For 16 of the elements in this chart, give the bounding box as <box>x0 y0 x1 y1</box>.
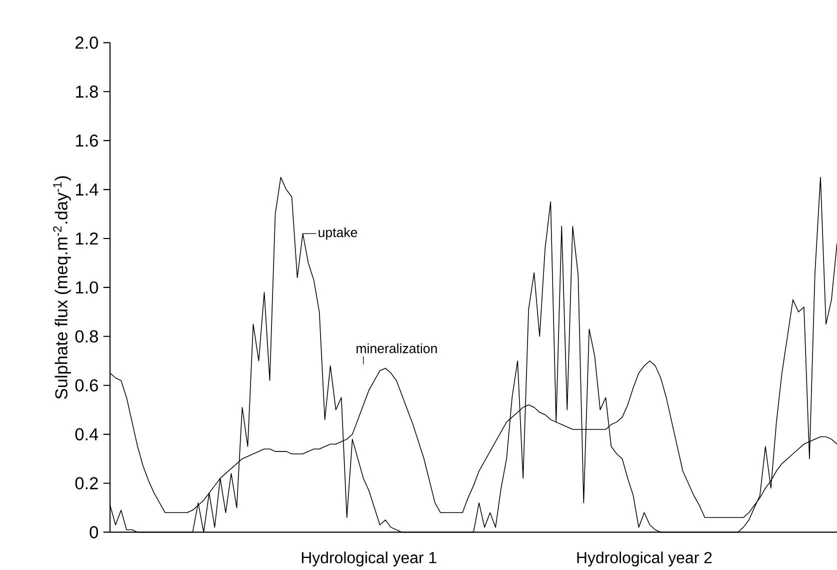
y-tick-label: 0 <box>90 526 98 538</box>
y-tick-label: 1.0 <box>76 281 98 294</box>
y-tick-label: 2.0 <box>76 36 98 49</box>
y-tick-label: 1.2 <box>76 232 98 244</box>
x-tick-label: Hydrological year 2 <box>577 551 712 566</box>
y-tick-label: 0.2 <box>75 477 98 490</box>
legend-label: uptake <box>318 227 358 240</box>
y-tick-label: 1.6 <box>76 134 98 147</box>
y-tick-label: 1.8 <box>76 85 98 98</box>
y-tick-label: 0.6 <box>75 379 98 392</box>
y-tick-label: 1.4 <box>76 183 98 196</box>
y-axis-title: Sulphate flux (meq.m$^{-2}$.day$^{-1}$) <box>53 176 71 399</box>
series-label: mineralization <box>356 343 437 354</box>
y-tick-label: 0.4 <box>75 428 98 440</box>
y-tick-label: 0.8 <box>75 330 98 342</box>
x-tick-label: Hydrological year 1 <box>302 551 436 566</box>
